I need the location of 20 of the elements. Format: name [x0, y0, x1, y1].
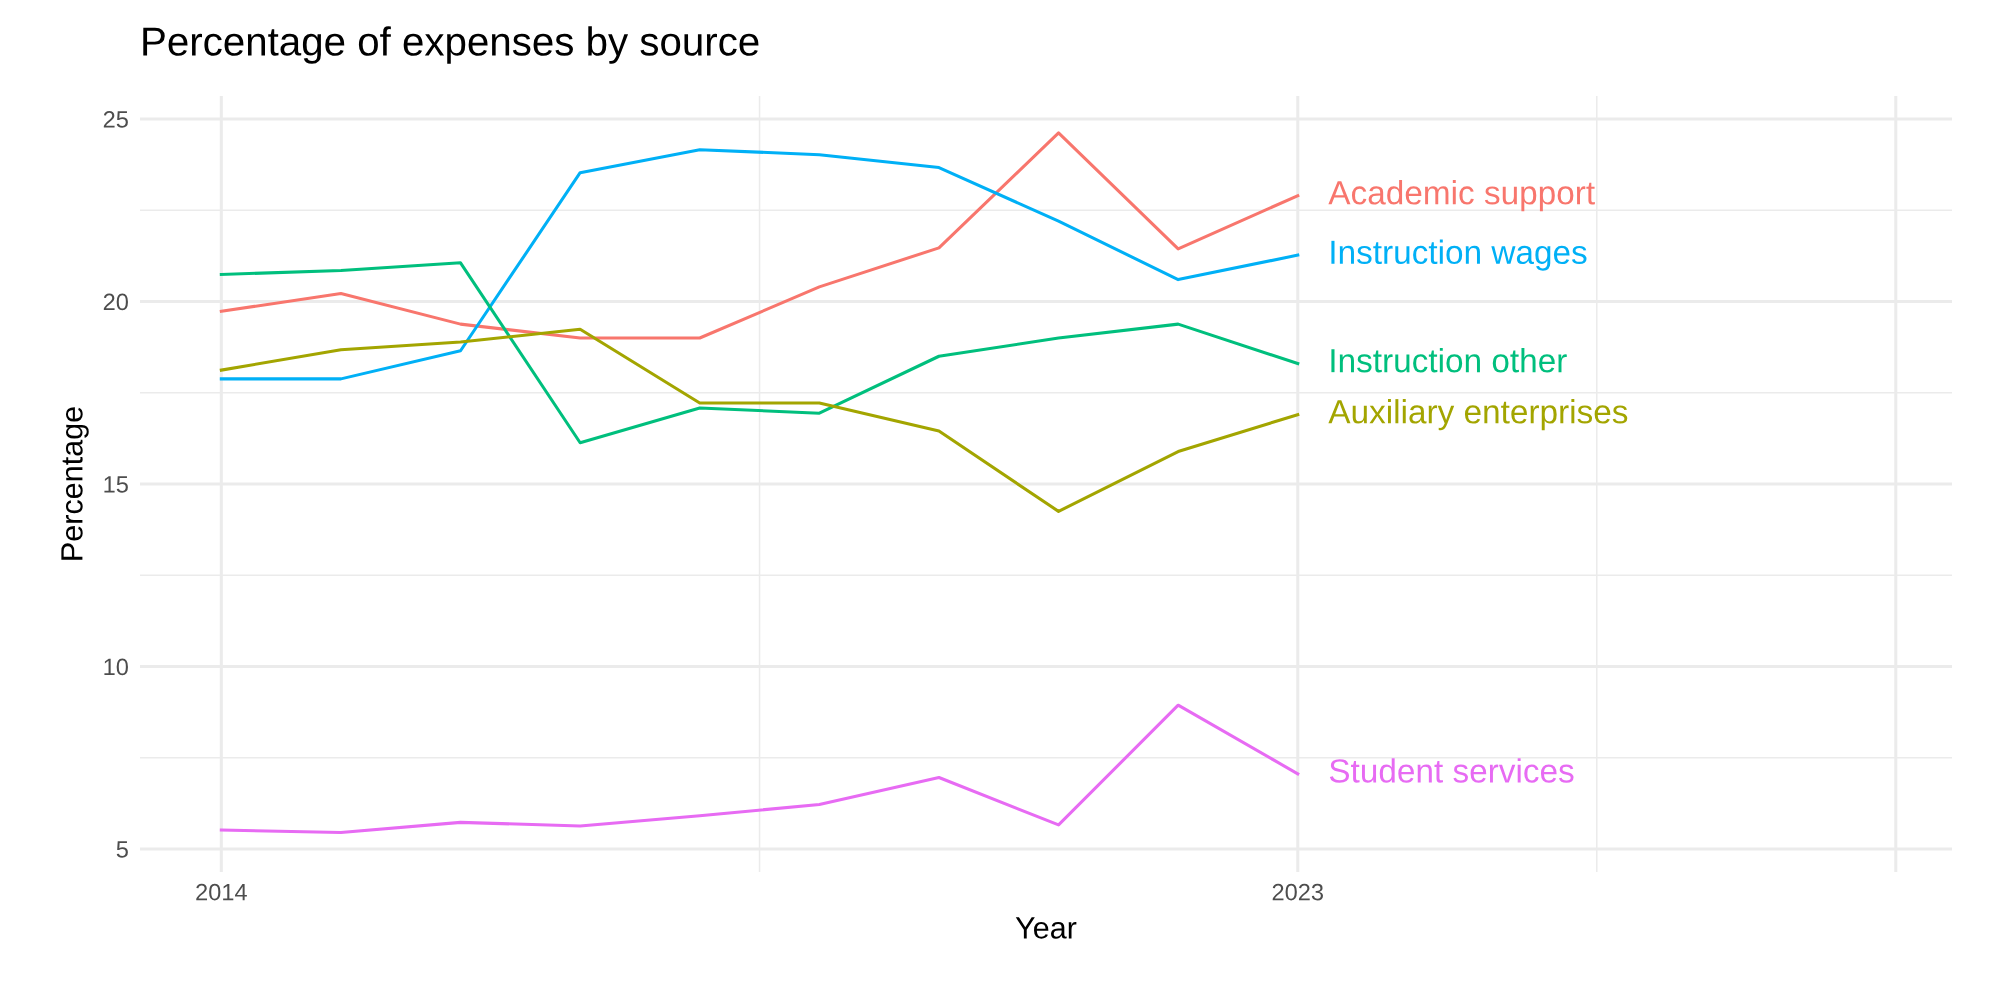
y-tick-label: 20	[103, 293, 128, 311]
series-label: Academic support	[1328, 180, 1595, 212]
chart-title: Percentage of expenses by source	[143, 26, 759, 64]
y-tick-label: 5	[116, 841, 128, 858]
x-axis-title: Year	[1015, 917, 1077, 939]
series-label: Student services	[1329, 758, 1574, 783]
line-series	[219, 703, 1300, 835]
x-tick-label: 2023	[1272, 883, 1323, 901]
line-series	[219, 327, 1300, 513]
series-label: Instruction other	[1331, 348, 1567, 373]
line-series	[219, 261, 1300, 445]
series-label: Instruction wages	[1331, 239, 1587, 271]
line-series	[219, 148, 1300, 381]
line-series	[219, 131, 1300, 340]
y-tick-label: 25	[103, 111, 128, 128]
series-label: Auxiliary enterprises	[1328, 399, 1628, 431]
y-tick-label: 10	[104, 658, 128, 676]
y-axis-title: Percentage	[61, 407, 89, 560]
y-tick-label: 15	[104, 476, 128, 493]
x-tick-label: 2014	[196, 883, 247, 901]
